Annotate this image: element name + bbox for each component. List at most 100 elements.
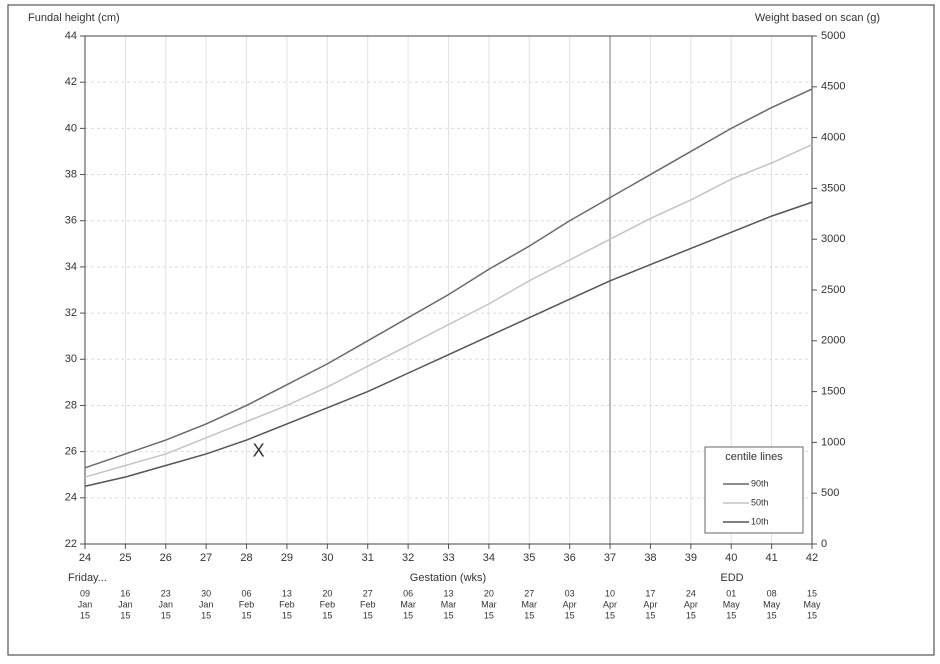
date-label: May — [723, 599, 741, 609]
date-label: Jan — [118, 599, 133, 609]
y-tick-label: 38 — [65, 168, 77, 180]
x-tick-label: 26 — [160, 552, 172, 564]
date-label: Apr — [684, 599, 698, 609]
x-tick-label: 25 — [119, 552, 131, 564]
date-label: 13 — [282, 588, 292, 598]
date-label: 27 — [524, 588, 534, 598]
date-label: 16 — [120, 588, 130, 598]
date-label: 15 — [201, 610, 211, 620]
x-tick-label: 41 — [765, 552, 777, 564]
date-label: 20 — [322, 588, 332, 598]
date-label: Apr — [643, 599, 657, 609]
date-label: 06 — [242, 588, 252, 598]
x-tick-label: 36 — [564, 552, 576, 564]
date-label: 15 — [524, 610, 534, 620]
y-axis-label: Fundal height (cm) — [28, 12, 120, 24]
plot-frame — [84, 35, 813, 545]
legend-label: 90th — [751, 478, 769, 488]
y-tick-label: 36 — [65, 215, 77, 227]
date-label: 15 — [80, 610, 90, 620]
data-point: X — [253, 440, 265, 460]
date-label: 20 — [484, 588, 494, 598]
x-axis-label: Gestation (wks) — [410, 572, 486, 584]
date-label: 30 — [201, 588, 211, 598]
date-label: 15 — [807, 610, 817, 620]
date-label: 15 — [161, 610, 171, 620]
date-label: Feb — [239, 599, 255, 609]
x-tick-label: 32 — [402, 552, 414, 564]
y-tick-label: 24 — [65, 492, 77, 504]
y2-tick-label: 4000 — [821, 132, 845, 144]
date-label: Mar — [522, 599, 538, 609]
series-line — [84, 201, 813, 488]
x-tick-label: 34 — [483, 552, 495, 564]
y-tick-label: 32 — [65, 307, 77, 319]
date-label: 15 — [726, 610, 736, 620]
date-label: Feb — [279, 599, 295, 609]
x-tick-label: 24 — [79, 552, 91, 564]
date-label: May — [763, 599, 781, 609]
date-label: 15 — [403, 610, 413, 620]
y2-axis-label: Weight based on scan (g) — [755, 12, 880, 24]
legend-title: centile lines — [725, 451, 783, 463]
y2-tick-label: 1000 — [821, 436, 845, 448]
y-tick-label: 42 — [65, 76, 77, 88]
series-line — [84, 88, 813, 469]
annotation: Friday... — [68, 572, 107, 584]
date-label: Jan — [159, 599, 174, 609]
date-label: 03 — [565, 588, 575, 598]
y2-tick-label: 500 — [821, 487, 839, 499]
y-tick-label: 40 — [65, 122, 77, 134]
date-label: 23 — [161, 588, 171, 598]
legend-label: 10th — [751, 516, 769, 526]
date-label: 06 — [403, 588, 413, 598]
y-tick-label: 44 — [65, 30, 77, 42]
series-line — [84, 143, 813, 478]
date-label: 15 — [484, 610, 494, 620]
date-label: 09 — [80, 588, 90, 598]
date-label: 15 — [605, 610, 615, 620]
x-tick-label: 30 — [321, 552, 333, 564]
x-tick-label: 29 — [281, 552, 293, 564]
x-tick-label: 37 — [604, 552, 616, 564]
x-tick-label: 31 — [362, 552, 374, 564]
x-tick-label: 35 — [523, 552, 535, 564]
y2-tick-label: 1500 — [821, 386, 845, 398]
date-label: 24 — [686, 588, 696, 598]
date-label: Jan — [199, 599, 214, 609]
date-label: 15 — [565, 610, 575, 620]
x-tick-label: 33 — [442, 552, 454, 564]
date-label: Jan — [78, 599, 93, 609]
x-tick-label: 27 — [200, 552, 212, 564]
date-label: 13 — [443, 588, 453, 598]
date-label: Mar — [481, 599, 497, 609]
date-label: 15 — [767, 610, 777, 620]
date-label: Mar — [441, 599, 457, 609]
x-tick-label: 39 — [685, 552, 697, 564]
y-tick-label: 26 — [65, 446, 77, 458]
y2-tick-label: 2000 — [821, 335, 845, 347]
date-label: 15 — [242, 610, 252, 620]
date-label: 10 — [605, 588, 615, 598]
y2-tick-label: 0 — [821, 538, 827, 550]
date-label: Apr — [603, 599, 617, 609]
date-label: 15 — [322, 610, 332, 620]
y-tick-label: 28 — [65, 399, 77, 411]
x-tick-label: 42 — [806, 552, 818, 564]
legend-label: 50th — [751, 497, 769, 507]
date-label: 08 — [767, 588, 777, 598]
date-label: Feb — [320, 599, 336, 609]
date-label: 15 — [807, 588, 817, 598]
y2-tick-label: 2500 — [821, 284, 845, 296]
date-label: May — [803, 599, 821, 609]
y-tick-label: 30 — [65, 353, 77, 365]
y2-tick-label: 3000 — [821, 233, 845, 245]
y-tick-label: 34 — [65, 261, 77, 273]
date-label: 15 — [645, 610, 655, 620]
frame — [7, 4, 935, 656]
date-label: Apr — [563, 599, 577, 609]
x-tick-label: 38 — [644, 552, 656, 564]
date-label: 01 — [726, 588, 736, 598]
date-label: 15 — [120, 610, 130, 620]
